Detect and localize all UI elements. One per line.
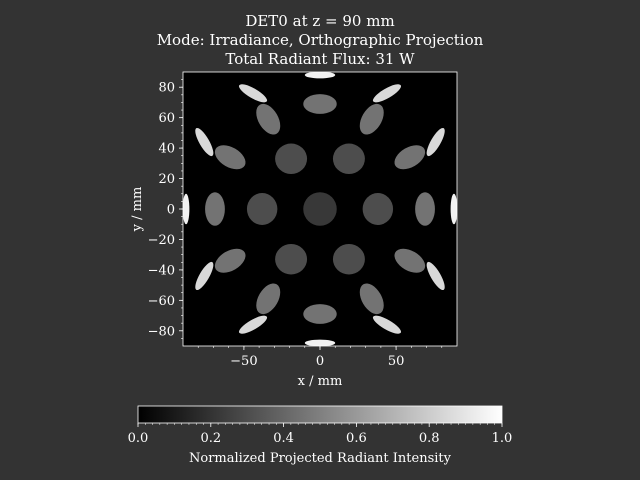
y-tick-label: 20 <box>158 172 175 187</box>
y-tick-label: 60 <box>158 111 175 126</box>
colorbar-tick-label: 1.0 <box>492 431 513 446</box>
y-tick-label: 0 <box>167 203 175 218</box>
irradiance-spot <box>426 261 445 291</box>
colorbar-tick-label: 0.6 <box>346 431 367 446</box>
irradiance-spot <box>359 283 384 315</box>
y-tick-label: 40 <box>158 142 175 157</box>
y-tick-label: 80 <box>158 81 175 96</box>
irradiance-spot <box>238 315 268 334</box>
x-tick-label: −50 <box>230 354 257 369</box>
x-tick-label: 0 <box>316 354 324 369</box>
irradiance-spot <box>256 283 281 315</box>
colorbar-tick-label: 0.2 <box>200 431 221 446</box>
irradiance-spot <box>275 244 308 275</box>
irradiance-spot <box>303 192 337 226</box>
colorbar-label: Normalized Projected Radiant Intensity <box>189 451 452 466</box>
y-tick-label: −80 <box>148 324 175 339</box>
y-axis-label: y / mm <box>130 187 145 233</box>
irradiance-spot <box>394 145 426 170</box>
chart-title-line-2: Mode: Irradiance, Orthographic Projectio… <box>156 31 484 49</box>
y-tick-label: −60 <box>148 294 175 309</box>
x-axis: −50 0 50 <box>197 346 443 369</box>
irradiance-spot <box>183 193 190 225</box>
irradiance-spot <box>304 72 336 79</box>
irradiance-spot <box>304 339 336 346</box>
irradiance-spot <box>303 94 337 114</box>
irradiance-spot <box>394 248 426 273</box>
irradiance-spot <box>214 248 246 273</box>
y-tick-label: −40 <box>148 263 175 278</box>
x-axis-label: x / mm <box>298 374 343 389</box>
irradiance-spot <box>238 84 268 103</box>
irradiance-spot <box>275 143 308 174</box>
colorbar-axis: 0.0 0.2 0.4 0.6 0.8 1.0 <box>128 423 513 446</box>
colorbar-tick-label: 0.0 <box>128 431 149 446</box>
irradiance-spot <box>246 193 278 225</box>
chart-title-line-3: Total Radiant Flux: 31 W <box>225 50 415 68</box>
irradiance-spot <box>214 145 246 170</box>
irradiance-spot <box>372 84 402 103</box>
irradiance-spot <box>359 103 384 135</box>
irradiance-spot <box>415 192 435 226</box>
irradiance-spot <box>256 103 281 135</box>
colorbar-tick-label: 0.4 <box>273 431 294 446</box>
irradiance-spot <box>195 127 214 157</box>
irradiance-spot <box>362 193 394 225</box>
irradiance-spot <box>195 261 214 291</box>
irradiance-spot <box>303 304 337 324</box>
y-tick-label: −20 <box>148 233 175 248</box>
colorbar <box>137 405 503 424</box>
irradiance-spot <box>372 315 402 334</box>
y-axis: −80 −60 −40 −20 0 20 40 60 80 <box>148 79 183 339</box>
irradiance-spot <box>332 244 365 275</box>
colorbar-tick-label: 0.8 <box>419 431 440 446</box>
irradiance-spot <box>450 193 457 225</box>
chart-title-line-1: DET0 at z = 90 mm <box>245 12 395 30</box>
irradiance-spot <box>426 127 445 157</box>
irradiance-spot <box>205 192 225 226</box>
irradiance-spot <box>332 143 365 174</box>
x-tick-label: 50 <box>388 354 405 369</box>
irradiance-spots <box>183 72 457 346</box>
